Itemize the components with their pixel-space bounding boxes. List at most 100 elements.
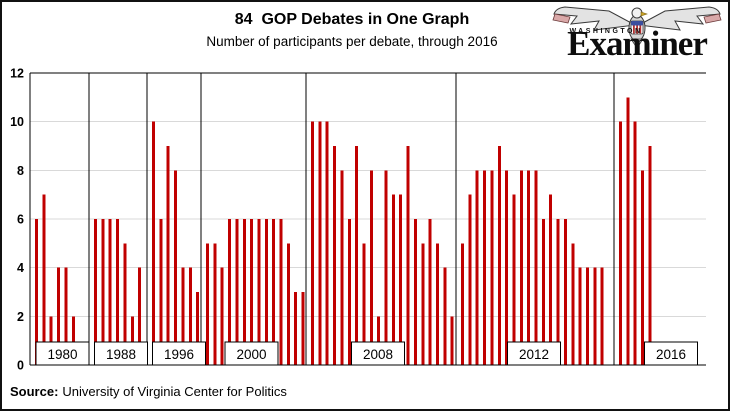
debate-bar xyxy=(450,316,454,365)
debate-bar xyxy=(235,219,239,365)
debate-bar xyxy=(279,219,283,365)
y-axis-tick-label: 0 xyxy=(17,359,24,373)
debate-bar xyxy=(399,194,403,365)
debate-bar xyxy=(593,267,597,365)
debate-bar xyxy=(220,267,224,365)
debate-bar xyxy=(534,170,538,365)
debate-bar xyxy=(42,194,46,365)
debate-bar xyxy=(556,219,560,365)
debate-bar xyxy=(196,292,200,365)
debate-bar xyxy=(428,219,432,365)
debate-bar xyxy=(505,170,509,365)
debate-bar xyxy=(519,170,523,365)
debate-bar xyxy=(633,121,637,365)
debate-bar xyxy=(648,146,652,365)
debate-bar xyxy=(123,243,127,365)
debate-bar xyxy=(413,219,417,365)
logo-washington-text: WASHINGTON xyxy=(569,28,643,35)
debate-bar xyxy=(527,170,531,365)
debate-bar xyxy=(64,267,68,365)
debate-bar xyxy=(35,219,38,365)
year-label: 1980 xyxy=(47,347,77,362)
debate-bar xyxy=(57,267,61,365)
debate-bar xyxy=(213,243,217,365)
debate-bar xyxy=(257,219,261,365)
debate-bar xyxy=(369,170,373,365)
debate-bar xyxy=(578,267,582,365)
debate-bar xyxy=(301,292,305,365)
year-label: 2016 xyxy=(656,347,686,362)
debate-bar xyxy=(108,219,112,365)
debate-bar xyxy=(443,267,447,365)
debate-bar xyxy=(333,146,337,365)
debate-bar xyxy=(188,267,192,365)
debate-bar xyxy=(512,194,516,365)
debate-bar xyxy=(116,219,120,365)
debate-bar xyxy=(152,121,155,365)
year-label-box xyxy=(224,341,279,366)
debate-bar xyxy=(475,170,479,365)
debate-bar xyxy=(563,219,567,365)
debate-bar xyxy=(340,170,344,365)
debate-bar xyxy=(311,121,314,365)
debate-bar xyxy=(549,194,553,365)
year-label-box xyxy=(643,341,699,366)
debate-bar xyxy=(600,267,604,365)
debate-bar xyxy=(347,219,351,365)
debate-bar xyxy=(641,170,645,365)
debate-bar xyxy=(490,170,494,365)
debate-bar xyxy=(71,316,75,365)
year-label-box xyxy=(506,341,562,366)
debate-bar xyxy=(286,243,290,365)
source-text: University of Virginia Center for Politi… xyxy=(62,384,287,399)
y-axis-tick-label: 4 xyxy=(17,261,24,275)
debate-bar xyxy=(384,170,388,365)
year-label: 1988 xyxy=(106,347,136,362)
debate-bar xyxy=(294,292,298,365)
debate-bar xyxy=(181,267,185,365)
debate-bar xyxy=(391,194,395,365)
debate-bar xyxy=(272,219,276,365)
debate-bar xyxy=(461,243,464,365)
debate-bar xyxy=(138,267,142,365)
debate-bar xyxy=(242,219,246,365)
debate-bar xyxy=(541,219,545,365)
debate-bar xyxy=(585,267,589,365)
year-label-box xyxy=(35,341,90,366)
debate-bar xyxy=(49,316,53,365)
year-label-box xyxy=(151,341,207,366)
debate-bar xyxy=(250,219,254,365)
debate-bar xyxy=(318,121,322,365)
debate-bar xyxy=(468,194,472,365)
source-line: Source: University of Virginia Center for… xyxy=(10,384,287,399)
y-axis-tick-label: 8 xyxy=(17,164,24,178)
debate-bar xyxy=(362,243,366,365)
debate-bar xyxy=(264,219,268,365)
debate-bar xyxy=(406,146,410,365)
year-label: 2012 xyxy=(519,347,549,362)
y-axis-tick-label: 2 xyxy=(17,310,24,324)
debate-bar xyxy=(571,243,575,365)
debate-bar xyxy=(101,219,105,365)
debate-bar xyxy=(166,146,170,365)
debate-bar xyxy=(159,219,163,365)
debate-bar xyxy=(483,170,487,365)
y-axis-tick-label: 6 xyxy=(17,213,24,227)
eagle-icon xyxy=(552,6,722,48)
debate-bar xyxy=(174,170,178,365)
year-label-box xyxy=(350,341,406,366)
debate-bar xyxy=(497,146,501,365)
debate-bar xyxy=(228,219,232,365)
year-label: 2000 xyxy=(236,347,266,362)
debate-bar xyxy=(94,219,97,365)
year-label-box xyxy=(93,341,149,366)
y-axis-tick-label: 12 xyxy=(10,67,24,81)
debate-bar xyxy=(325,121,329,365)
year-label: 1996 xyxy=(164,347,194,362)
washington-examiner-logo: WASHINGTON Examiner xyxy=(551,4,723,64)
logo-examiner-text: Examiner xyxy=(567,24,708,63)
debate-bar xyxy=(626,97,630,365)
debate-bar xyxy=(421,243,425,365)
y-axis-tick-label: 10 xyxy=(10,115,24,129)
